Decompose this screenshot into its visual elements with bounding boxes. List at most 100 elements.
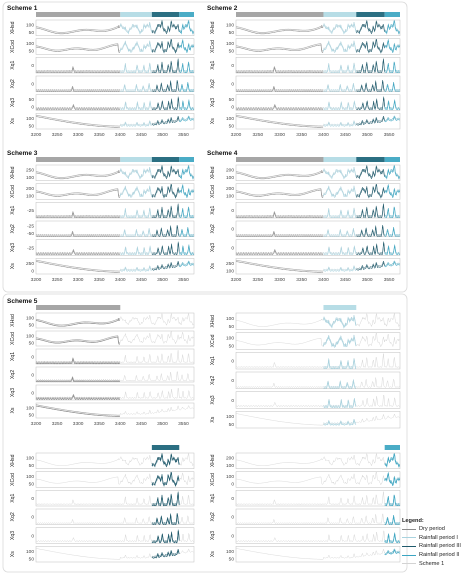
series-line-alt: [151, 58, 180, 72]
x-tick-label: 3200: [31, 132, 42, 138]
y-tick-label: 50: [229, 324, 235, 330]
y-tick-label: 0: [231, 533, 234, 539]
series-line-alt: [35, 317, 121, 326]
series-line: [151, 261, 180, 271]
row-label: XCod: [210, 185, 216, 198]
series-line: [356, 38, 385, 54]
row-frame: [35, 19, 195, 36]
series-line-alt: [120, 166, 152, 178]
series-line-alt: [120, 21, 152, 33]
series-line: [356, 81, 385, 92]
series-line-alt: [323, 120, 357, 126]
row-frame: [35, 94, 195, 111]
series-line: [356, 116, 385, 126]
series-line: [151, 549, 180, 559]
series-line: [384, 262, 401, 268]
row-label: Xq3: [210, 243, 216, 252]
x-tick-label: 3250: [253, 277, 264, 283]
series-line: [120, 84, 152, 92]
row-frame: [35, 527, 195, 544]
series-line: [179, 83, 195, 92]
row-frame: [235, 258, 401, 275]
series-line: [356, 243, 385, 256]
y-tick-label: 100: [226, 175, 234, 181]
series-line: [35, 249, 121, 256]
series-line-alt: [356, 183, 385, 198]
y-tick-label: 50: [29, 30, 35, 36]
panel-title: Scheme 4: [207, 150, 238, 157]
series-line-alt: [384, 164, 400, 178]
series-line: [35, 212, 121, 219]
x-tick-label: 3550: [384, 132, 395, 138]
series-line-alt: [35, 65, 121, 72]
series-line: [35, 358, 121, 365]
series-line: [35, 26, 121, 35]
x-tick-label: 3200: [231, 132, 242, 138]
series-line: [384, 185, 401, 198]
row-frame: [235, 471, 401, 488]
y-tick-label: 50: [29, 97, 35, 103]
series-line: [120, 42, 152, 53]
series-line-alt: [179, 184, 195, 197]
series-line: [356, 166, 385, 180]
series-line: [35, 394, 121, 400]
x-tick-label: 3350: [94, 277, 105, 283]
series-line: [179, 100, 194, 111]
period-bar-rain3: [356, 157, 385, 162]
row-frame: [35, 38, 195, 55]
series-scheme-1: [35, 387, 194, 399]
y-tick-label: 100: [226, 194, 234, 200]
row-frame: [235, 352, 401, 370]
y-tick-label: -25: [27, 245, 34, 251]
series-line: [384, 166, 401, 180]
row-label: XHsd: [10, 454, 16, 467]
series-line: [120, 102, 152, 111]
series-line: [35, 171, 121, 180]
series-line-alt: [235, 248, 324, 254]
series-line: [151, 116, 180, 126]
series-scheme-1: [35, 530, 194, 543]
series-line-alt: [356, 80, 385, 91]
series-scheme-1: [235, 376, 400, 388]
y-tick-label: 0: [31, 390, 34, 396]
series-line: [323, 247, 357, 256]
y-tick-label: 100: [226, 474, 234, 480]
legend-label-dry: Dry period: [419, 526, 445, 533]
y-tick-label: 100: [26, 333, 34, 339]
row-label: Xq3: [210, 98, 216, 107]
x-tick-label: 3200: [231, 277, 242, 283]
row-label: Xq1: [10, 493, 16, 502]
row-frame: [35, 164, 195, 181]
y-tick-label: -25: [27, 224, 34, 230]
series-line: [179, 21, 195, 35]
series-line: [235, 26, 324, 35]
y-tick-label: 0: [31, 105, 34, 111]
series-line: [356, 261, 385, 271]
series-line-alt: [120, 207, 152, 217]
series-line-alt: [151, 471, 180, 486]
legend-item-scheme1: Scheme 1: [402, 559, 472, 568]
series-line: [356, 226, 385, 237]
series-line-alt: [384, 260, 401, 266]
row-frame: [235, 490, 401, 507]
series-line: [384, 117, 401, 123]
y-tick-label: 200: [226, 168, 234, 174]
period-bar-rain1: [120, 12, 152, 17]
series-line: [384, 245, 400, 256]
series-line: [384, 454, 401, 468]
y-tick-label: 0: [231, 482, 234, 488]
x-tick-label: 3500: [157, 132, 168, 138]
y-tick-label: 100: [226, 463, 234, 469]
x-tick-label: 3550: [384, 277, 395, 283]
series-line: [36, 336, 121, 345]
x-tick-label: 3400: [318, 277, 329, 283]
row-label: XCod: [10, 40, 16, 53]
series-line-alt: [384, 548, 401, 554]
row-frame: [35, 471, 195, 488]
series-line-alt: [151, 260, 180, 269]
period-bar-rain2: [384, 12, 400, 17]
x-tick-label: 3400: [115, 277, 126, 283]
series-line-alt: [35, 393, 121, 399]
series-line-alt: [323, 265, 357, 271]
y-tick-label: 250: [26, 261, 34, 267]
